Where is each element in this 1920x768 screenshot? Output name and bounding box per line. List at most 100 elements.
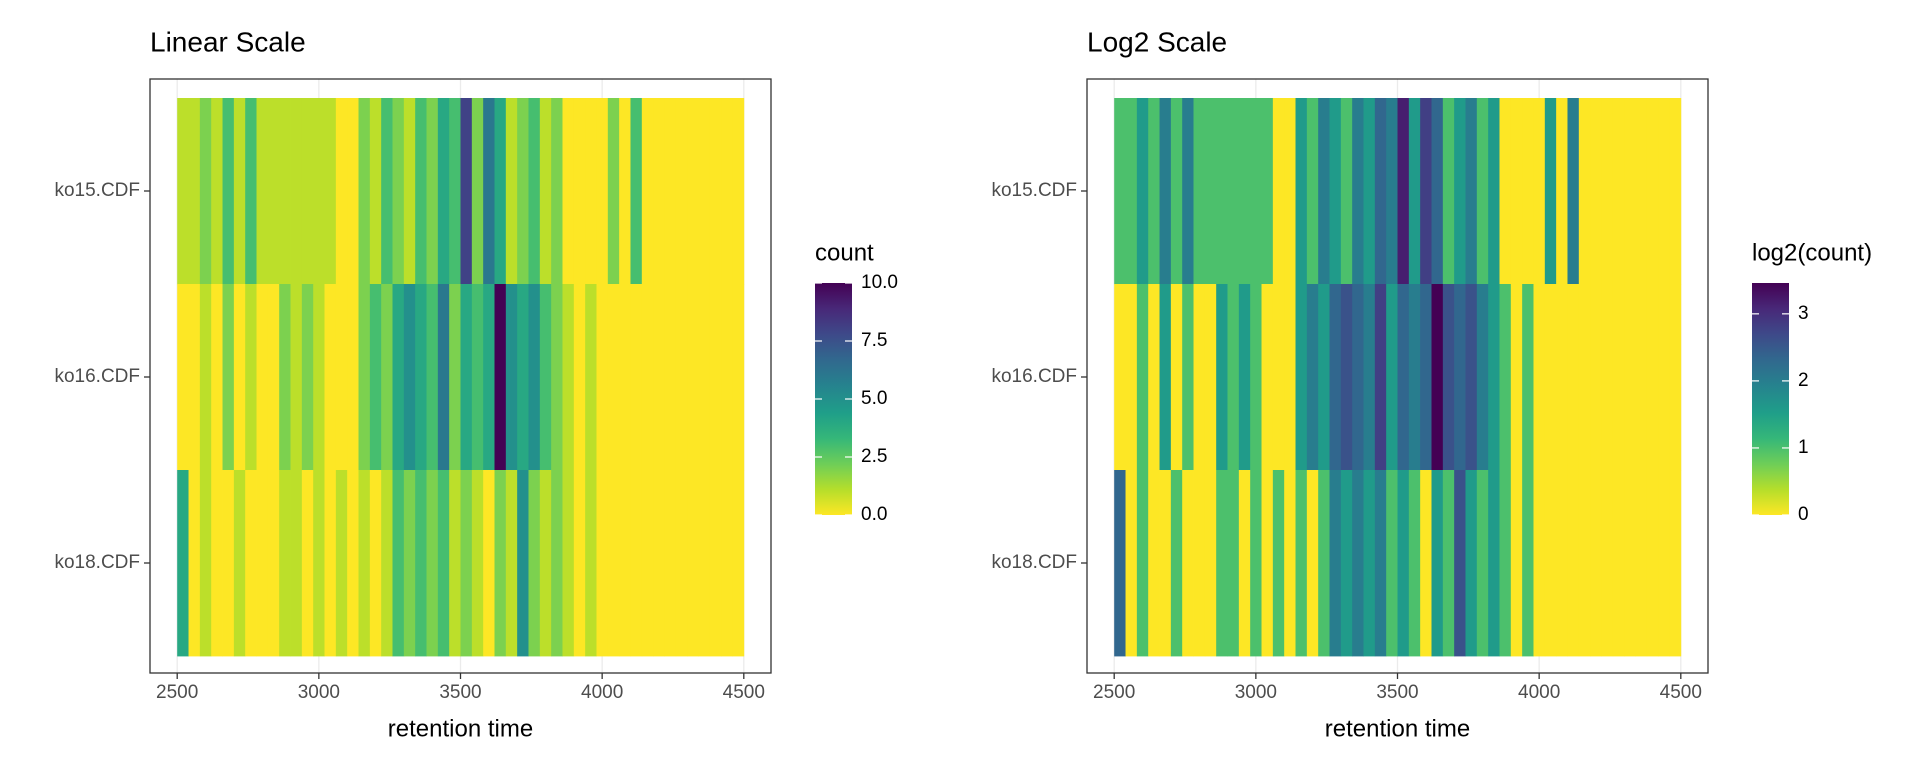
heat-cell bbox=[1227, 470, 1240, 657]
heat-cell bbox=[1533, 284, 1546, 471]
heat-cell bbox=[1159, 470, 1172, 657]
heat-cell bbox=[1544, 98, 1557, 285]
heat-cell bbox=[415, 284, 427, 471]
heat-cell bbox=[1295, 98, 1308, 285]
heat-cell bbox=[1488, 284, 1500, 471]
heat-cell bbox=[1442, 284, 1455, 471]
heat-cell bbox=[517, 284, 529, 471]
y-tick-label: ko16.CDF bbox=[991, 366, 1077, 387]
heat-cell bbox=[1510, 284, 1523, 471]
heat-cell bbox=[1182, 470, 1194, 657]
heat-cell bbox=[188, 98, 201, 285]
heat-cell bbox=[664, 284, 677, 471]
heat-cell bbox=[1510, 98, 1523, 285]
heat-cell bbox=[1556, 284, 1568, 471]
heat-cell bbox=[505, 470, 518, 657]
heat-cell bbox=[426, 98, 439, 285]
heat-cell bbox=[528, 284, 541, 471]
heat-cell bbox=[1646, 98, 1659, 285]
heat-cell bbox=[290, 284, 303, 471]
heat-cell bbox=[1476, 284, 1489, 471]
heat-cell bbox=[1193, 284, 1206, 471]
heat-cell bbox=[1635, 98, 1648, 285]
heat-cell bbox=[1216, 98, 1228, 285]
heat-cell bbox=[732, 98, 745, 285]
heat-cell bbox=[1295, 284, 1308, 471]
heat-cell bbox=[1261, 470, 1274, 657]
heat-cell bbox=[392, 98, 405, 285]
chart-title: Log2 Scale bbox=[1087, 26, 1227, 57]
heat-cell bbox=[562, 284, 575, 471]
heat-cell bbox=[426, 284, 439, 471]
heat-cell bbox=[698, 98, 711, 285]
heat-cell bbox=[675, 470, 688, 657]
colorbar bbox=[1752, 283, 1789, 515]
heat-cell bbox=[403, 98, 416, 285]
heat-cell bbox=[619, 284, 631, 471]
heat-cell bbox=[199, 98, 212, 285]
heat-cell bbox=[233, 98, 246, 285]
legend-title: log2(count) bbox=[1752, 239, 1872, 266]
heat-cell bbox=[607, 98, 620, 285]
heat-cell bbox=[539, 470, 552, 657]
heat-cell bbox=[211, 284, 223, 471]
heat-cell bbox=[381, 284, 393, 471]
heat-cell bbox=[1454, 98, 1466, 285]
heat-cell bbox=[1578, 98, 1591, 285]
heat-cell bbox=[233, 284, 246, 471]
heat-cell bbox=[1125, 470, 1138, 657]
heat-cell bbox=[1193, 98, 1206, 285]
heat-cell bbox=[1442, 470, 1455, 657]
heat-cell bbox=[1590, 470, 1602, 657]
heat-cell bbox=[245, 470, 257, 657]
heat-cell bbox=[1170, 284, 1183, 471]
heat-cell bbox=[539, 284, 552, 471]
heat-cell bbox=[1148, 470, 1160, 657]
x-axis-label: retention time bbox=[388, 715, 533, 742]
heat-cell bbox=[1250, 284, 1262, 471]
heat-cell bbox=[585, 284, 597, 471]
heat-cell bbox=[1431, 284, 1444, 471]
heat-cell bbox=[1216, 284, 1228, 471]
heat-cell bbox=[517, 470, 529, 657]
heat-cell bbox=[1363, 470, 1376, 657]
heat-cell bbox=[1159, 284, 1172, 471]
heat-cell bbox=[1352, 470, 1364, 657]
heat-cell bbox=[1216, 470, 1228, 657]
heat-cell bbox=[403, 470, 416, 657]
heat-cell bbox=[1125, 98, 1138, 285]
heat-cell bbox=[1544, 470, 1557, 657]
x-tick-label: 3500 bbox=[439, 682, 481, 703]
heat-cell bbox=[426, 470, 439, 657]
heat-cell bbox=[324, 470, 337, 657]
heat-cell bbox=[1374, 470, 1387, 657]
heat-cell bbox=[222, 284, 235, 471]
heat-cell bbox=[188, 284, 201, 471]
heat-cell bbox=[505, 284, 518, 471]
y-tick-label: ko15.CDF bbox=[54, 180, 140, 201]
x-tick-label: 4000 bbox=[581, 682, 623, 703]
heat-cell bbox=[653, 284, 665, 471]
heat-cell bbox=[1261, 98, 1274, 285]
heat-cell bbox=[1374, 284, 1387, 471]
heat-cell bbox=[562, 98, 575, 285]
heat-cell bbox=[1318, 284, 1330, 471]
heat-cell bbox=[596, 470, 609, 657]
heat-cell bbox=[1204, 284, 1217, 471]
heat-cell bbox=[1499, 470, 1512, 657]
y-tick-label: ko16.CDF bbox=[54, 366, 140, 387]
heat-cell bbox=[1386, 98, 1398, 285]
heat-cell bbox=[551, 98, 563, 285]
colorbar-label: 0.0 bbox=[861, 504, 887, 525]
heat-cell bbox=[1408, 98, 1421, 285]
heat-cell bbox=[1567, 98, 1580, 285]
heat-cell bbox=[256, 470, 269, 657]
heat-cell bbox=[585, 470, 597, 657]
heat-cell bbox=[721, 284, 733, 471]
colorbar-label: 7.5 bbox=[861, 330, 887, 351]
colorbar-label: 1 bbox=[1798, 437, 1809, 458]
heat-cell bbox=[653, 470, 665, 657]
heat-cell bbox=[517, 98, 529, 285]
heat-cell bbox=[551, 470, 563, 657]
